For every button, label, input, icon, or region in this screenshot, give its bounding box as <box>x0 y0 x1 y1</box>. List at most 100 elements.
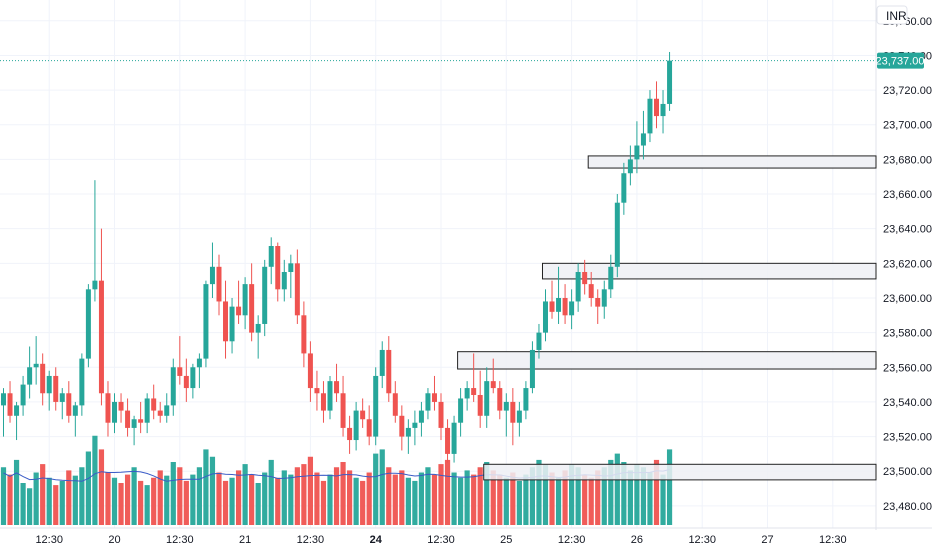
y-tick-label: 23,540.00 <box>883 397 932 409</box>
candle-body <box>98 280 104 394</box>
candle-body <box>477 394 483 416</box>
volume-bar <box>484 462 490 525</box>
candle-body <box>425 393 431 411</box>
candle <box>229 297 235 354</box>
candle-body <box>33 363 39 368</box>
volume-bar <box>373 453 379 525</box>
volume-bar <box>294 467 300 525</box>
candle-body <box>373 375 379 437</box>
candle <box>490 358 496 394</box>
candle <box>425 388 431 420</box>
candle-body <box>59 393 65 402</box>
candle <box>660 90 666 134</box>
volume-bar <box>575 467 581 525</box>
volume-bar <box>79 467 85 525</box>
volume-bar <box>131 467 137 525</box>
x-tick-label: 26 <box>631 534 643 546</box>
candle-body <box>399 415 405 437</box>
volume-bar <box>516 480 522 525</box>
x-tick-label: 25 <box>500 534 512 546</box>
candle <box>7 381 13 423</box>
candle-body <box>569 301 575 316</box>
candle-body <box>490 381 496 389</box>
candle-body <box>170 367 176 406</box>
volume-bar <box>536 459 542 525</box>
candle-body <box>118 401 124 411</box>
volume-bar <box>464 470 470 525</box>
candle <box>294 249 300 324</box>
x-tick-label: 12:30 <box>166 534 194 546</box>
candle <box>72 401 78 437</box>
candle-body <box>595 297 601 307</box>
volume-bar <box>640 467 647 525</box>
candle-body <box>366 419 372 437</box>
candle-body <box>445 427 451 454</box>
volume-bar <box>0 467 7 525</box>
x-axis[interactable]: 12:30 20 12:30 21 12:30 24 12:30 25 12:30 26 12:30… <box>35 534 846 546</box>
volume-bar <box>190 474 196 525</box>
candle <box>647 90 653 143</box>
candle <box>523 381 529 420</box>
candle-body <box>281 271 287 290</box>
volume-bar <box>170 462 176 525</box>
candle-body <box>634 145 640 160</box>
volume-bar <box>353 477 359 525</box>
last-price-label: 23,737.00 <box>876 56 925 68</box>
candle-body <box>7 393 13 416</box>
candlesticks <box>1 51 673 463</box>
y-tick-label: 23,700.00 <box>883 120 932 132</box>
volume-bar <box>229 477 235 525</box>
candle <box>542 289 548 342</box>
volume-bar <box>549 472 555 525</box>
candle <box>334 363 340 402</box>
volume-bar <box>27 488 33 525</box>
currency-label: INR <box>886 9 907 23</box>
candle-body <box>575 271 581 302</box>
candle-body <box>608 266 614 290</box>
volume-bar <box>431 474 438 525</box>
volume-bar <box>614 453 620 525</box>
volume-bar <box>503 477 509 525</box>
candle-body <box>340 393 346 428</box>
candle-body <box>85 289 91 359</box>
volume-bar <box>379 449 385 525</box>
volume-bar <box>634 464 640 525</box>
volume-bar <box>588 477 594 525</box>
candle-body <box>183 375 189 389</box>
candle <box>366 405 372 446</box>
candle <box>203 280 209 368</box>
candle-body <box>131 419 137 428</box>
candle-body <box>562 297 568 316</box>
candle <box>556 266 562 324</box>
candle <box>268 237 274 285</box>
candle-body <box>451 422 457 454</box>
candle-body <box>314 388 320 394</box>
volume-bar <box>490 470 496 525</box>
volume-bar <box>111 477 118 525</box>
y-tick-label: 23,560.00 <box>883 362 932 374</box>
candle <box>347 415 353 454</box>
candle-body <box>307 353 313 389</box>
volume-bar <box>660 474 666 525</box>
volume-bar <box>85 451 91 525</box>
candle <box>360 398 366 428</box>
candle-body <box>138 419 144 423</box>
volume-bar <box>151 477 157 525</box>
candle <box>131 415 137 446</box>
y-axis[interactable]: 23,480.00 23,500.00 23,520.00 23,540.00 23,5… <box>883 16 932 513</box>
candle <box>275 242 281 302</box>
candle-body <box>418 410 424 423</box>
candle <box>418 401 424 437</box>
x-tick-label: 24 <box>370 534 383 546</box>
volume-bar <box>399 470 405 525</box>
y-tick-label: 23,720.00 <box>883 85 932 97</box>
candle <box>40 353 46 406</box>
volume-bar <box>346 470 353 525</box>
currency-label-box[interactable]: INR <box>876 5 908 25</box>
volume-bar <box>288 474 294 525</box>
volume-bar <box>340 462 346 525</box>
volume-bar <box>621 462 627 525</box>
volume-bar <box>444 459 451 525</box>
